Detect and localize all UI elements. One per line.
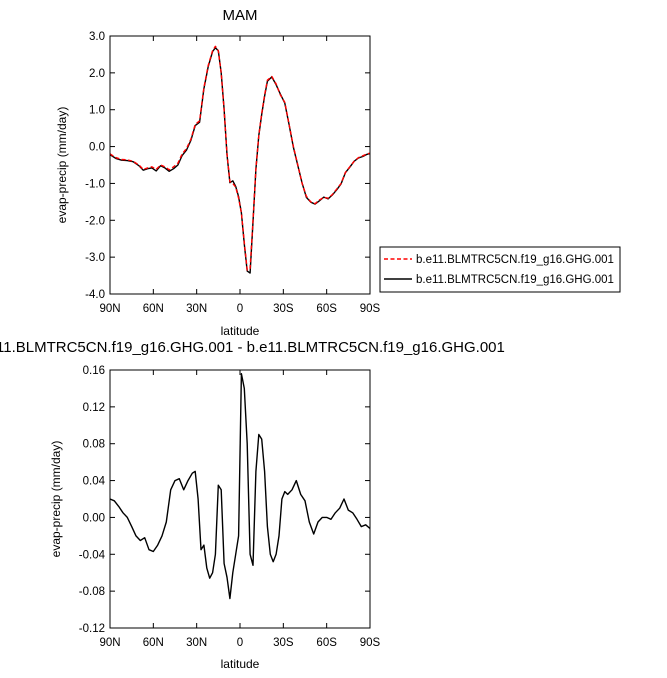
bottom-series-lines [109,373,371,600]
top-ytick-label: 1.0 [89,105,105,117]
bottom-x-axis-label: latitude [221,657,260,671]
top-series-solid-line [109,47,371,274]
bottom-ytick-label: 0.00 [83,512,105,524]
bottom-plot-frame [109,369,371,629]
top-axis-ticks: 3.0 2.0 1.0 0.0 -1.0 -2.0 -3.0 -4.0 90N 60N 30N 0 30… [85,31,380,315]
bottom-xtick-label: 60S [316,637,337,649]
top-plot-frame [109,35,371,295]
top-panel-title: MAM [223,7,258,24]
legend-entry-2: b.e11.BLMTRC5CN.f19_g16.GHG.001 [416,274,614,286]
top-ytick-label: 3.0 [89,31,105,43]
bottom-axis-ticks: 0.16 0.12 0.08 0.04 0.00 -0.04 -0.08 -0.12 90N 60… [79,365,381,649]
legend: b.e11.BLMTRC5CN.f19_g16.GHG.001 b.e11.BL… [379,246,621,293]
top-ytick-label: -1.0 [85,178,105,190]
top-x-axis-label: latitude [221,324,260,338]
bottom-xtick-label: 60N [143,637,164,649]
bottom-ytick-label: 0.04 [83,476,106,488]
top-xtick-label: 30S [273,303,294,315]
bottom-xtick-label: 90S [360,637,381,649]
bottom-panel-title: b.e11.BLMTRC5CN.f19_g16.GHG.001 - b.e11.… [0,339,505,356]
top-xtick-label: 90S [360,303,381,315]
top-ytick-label: -3.0 [85,252,105,264]
top-y-axis-label: evap-precip (mm/day) [55,107,69,224]
panel-top: MAM 3.0 2.0 1.0 0.0 -1.0 -2.0 -3.0 -4.0 90N 60N 30… [55,7,381,338]
bottom-xtick-label: 0 [237,637,243,649]
panel-bottom: b.e11.BLMTRC5CN.f19_g16.GHG.001 - b.e11.… [0,339,505,671]
top-xtick-label: 30N [186,303,207,315]
top-ytick-label: 2.0 [89,68,105,80]
bottom-ytick-label: 0.12 [83,402,105,414]
bottom-ytick-label: -0.04 [79,549,106,561]
bottom-ytick-label: 0.08 [83,439,105,451]
legend-entry-1: b.e11.BLMTRC5CN.f19_g16.GHG.001 [416,254,614,266]
bottom-y-axis-label: evap-precip (mm/day) [49,441,63,558]
top-ytick-label: -2.0 [85,215,105,227]
bottom-xtick-label: 30S [273,637,294,649]
top-ytick-label: -4.0 [85,289,105,301]
top-ytick-label: 0.0 [89,142,105,154]
bottom-series-solid-line [109,373,371,600]
legend-box [379,246,621,293]
top-xtick-label: 0 [237,303,243,315]
bottom-ytick-label: 0.16 [83,365,105,377]
top-series-dashed-line [109,45,371,271]
bottom-ytick-label: -0.08 [79,586,105,598]
top-xtick-label: 90N [99,303,120,315]
bottom-ytick-label: -0.12 [79,623,105,635]
top-xtick-label: 60S [316,303,337,315]
top-series-lines [109,45,371,274]
bottom-xtick-label: 90N [99,637,120,649]
bottom-xtick-label: 30N [186,637,207,649]
top-xtick-label: 60N [143,303,164,315]
